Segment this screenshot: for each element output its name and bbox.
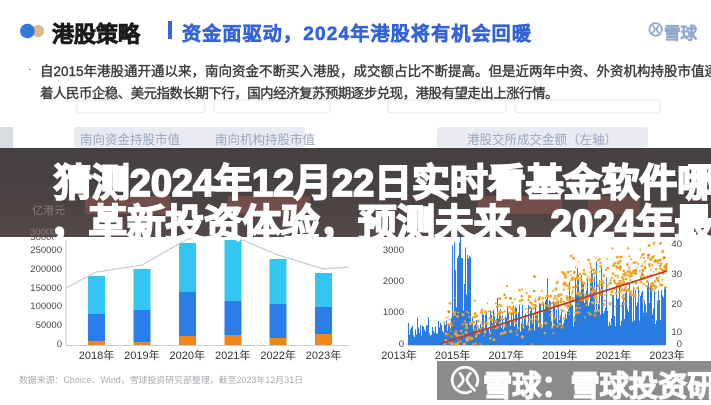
svg-text:3000: 3000 [383,245,404,256]
svg-text:2019年: 2019年 [124,348,159,362]
svg-text:30: 30 [671,269,682,280]
svg-text:2023年: 2023年 [306,348,341,362]
svg-text:2021年: 2021年 [215,348,250,362]
svg-text:2018年: 2018年 [79,348,114,362]
svg-text:0: 0 [677,339,682,350]
svg-text:300000: 300000 [30,232,62,243]
svg-text:南向机构持股市值: 南向机构持股市值 [215,132,315,147]
svg-text:0: 0 [57,339,62,350]
svg-text:2017年: 2017年 [488,348,523,362]
svg-text:200000: 200000 [30,264,62,275]
svg-text:2022年: 2022年 [260,348,295,362]
svg-text:1000: 1000 [383,307,404,318]
svg-text:港股交所成交金额（左轴）: 港股交所成交金额（左轴） [467,132,617,147]
svg-text:2021年: 2021年 [596,348,631,362]
svg-text:0: 0 [399,339,404,350]
svg-text:2000: 2000 [383,276,404,287]
svg-text:南向资金持股市值: 南向资金持股市值 [80,132,180,147]
svg-text:2020年: 2020年 [170,348,205,362]
svg-text:20: 20 [671,299,682,310]
svg-text:50000: 50000 [36,320,62,331]
svg-text:2015年: 2015年 [435,348,470,362]
svg-text:40: 40 [671,239,682,250]
svg-text:150000: 150000 [30,283,62,294]
svg-text:250000: 250000 [30,245,62,256]
svg-text:2013年: 2013年 [381,348,416,362]
svg-text:100000: 100000 [30,301,62,312]
svg-text:2019年: 2019年 [542,348,577,362]
svg-text:10: 10 [671,327,682,338]
svg-text:2023年: 2023年 [649,348,684,362]
